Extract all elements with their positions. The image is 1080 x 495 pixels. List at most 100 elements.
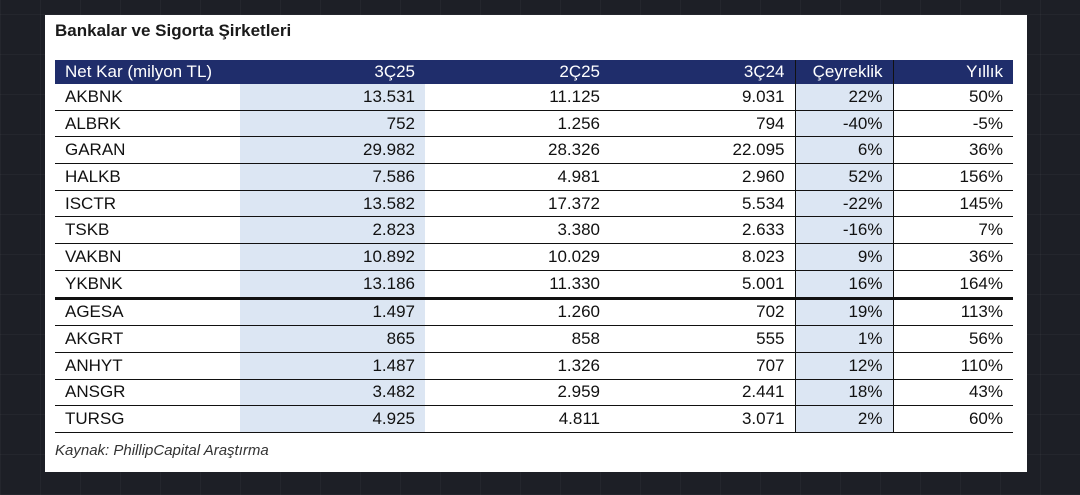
table-row: ALBRK 752 1.256 794 -40% -5% — [55, 110, 1013, 138]
value-cell: 56% — [893, 325, 1013, 353]
table-row: VAKBN 10.892 10.029 8.023 9% 36% — [55, 243, 1013, 271]
ticker-cell: AGESA — [55, 298, 240, 327]
value-cell: 60% — [893, 405, 1013, 433]
value-cell: 18% — [794, 379, 894, 407]
value-cell: 707 — [610, 352, 795, 380]
value-cell: 4.811 — [425, 405, 610, 433]
header-cell: Çeyreklik — [794, 60, 894, 84]
value-cell: 3.380 — [425, 216, 610, 245]
ticker-cell: AKGRT — [55, 325, 240, 353]
header-cell: 3Ç24 — [610, 60, 795, 84]
value-cell: 113% — [893, 298, 1013, 327]
value-cell: -22% — [794, 190, 894, 218]
value-cell: -16% — [794, 216, 894, 245]
value-cell: 865 — [240, 325, 425, 353]
table-row: YKBNK 13.186 11.330 5.001 16% 164% — [55, 270, 1013, 300]
value-cell: 7.586 — [240, 163, 425, 191]
ticker-cell: ANSGR — [55, 379, 240, 407]
value-cell: 28.326 — [425, 136, 610, 165]
value-cell: 1.497 — [240, 298, 425, 327]
value-cell: 156% — [893, 163, 1013, 191]
header-cell: 2Ç25 — [425, 60, 610, 84]
value-cell: 13.186 — [240, 270, 425, 300]
value-cell: 2.960 — [610, 163, 795, 191]
value-cell: 10.892 — [240, 243, 425, 271]
value-cell: 6% — [794, 136, 894, 165]
table-row: ISCTR 13.582 17.372 5.534 -22% 145% — [55, 190, 1013, 218]
value-cell: 50% — [893, 84, 1013, 111]
ticker-cell: GARAN — [55, 136, 240, 165]
value-cell: 7% — [893, 216, 1013, 245]
header-row: Net Kar (milyon TL) 3Ç25 2Ç25 3Ç24 Çeyreklik… — [55, 60, 1013, 84]
data-table: Net Kar (milyon TL) 3Ç25 2Ç25 3Ç24 Çeyreklik… — [55, 60, 1013, 433]
value-cell: 1.260 — [425, 298, 610, 327]
value-cell: 858 — [425, 325, 610, 353]
ticker-cell: VAKBN — [55, 243, 240, 271]
ticker-cell: AKBNK — [55, 84, 240, 111]
value-cell: 164% — [893, 270, 1013, 300]
value-cell: 2.959 — [425, 379, 610, 407]
value-cell: 145% — [893, 190, 1013, 218]
value-cell: 3.482 — [240, 379, 425, 407]
value-cell: 11.330 — [425, 270, 610, 300]
ticker-cell: TSKB — [55, 216, 240, 245]
value-cell: 13.582 — [240, 190, 425, 218]
table-row: ANSGR 3.482 2.959 2.441 18% 43% — [55, 379, 1013, 407]
table-row: HALKB 7.586 4.981 2.960 52% 156% — [55, 163, 1013, 191]
table-row: TURSG 4.925 4.811 3.071 2% 60% — [55, 405, 1013, 433]
ticker-cell: YKBNK — [55, 270, 240, 300]
value-cell: 13.531 — [240, 84, 425, 111]
value-cell: 110% — [893, 352, 1013, 380]
header-cell: 3Ç25 — [240, 60, 425, 84]
value-cell: 2.823 — [240, 216, 425, 245]
value-cell: 2% — [794, 405, 894, 433]
value-cell: 702 — [610, 298, 795, 327]
value-cell: 1.487 — [240, 352, 425, 380]
value-cell: 1.256 — [425, 110, 610, 138]
value-cell: 12% — [794, 352, 894, 380]
value-cell: 5.001 — [610, 270, 795, 300]
value-cell: 2.441 — [610, 379, 795, 407]
value-cell: 36% — [893, 136, 1013, 165]
table-title: Bankalar ve Sigorta Şirketleri — [55, 21, 292, 40]
value-cell: 9% — [794, 243, 894, 271]
table-row: TSKB 2.823 3.380 2.633 -16% 7% — [55, 216, 1013, 245]
value-cell: 16% — [794, 270, 894, 300]
table-row: GARAN 29.982 28.326 22.095 6% 36% — [55, 136, 1013, 165]
value-cell: 2.633 — [610, 216, 795, 245]
value-cell: 22% — [794, 84, 894, 111]
table-row: AKGRT 865 858 555 1% 56% — [55, 325, 1013, 353]
value-cell: -5% — [893, 110, 1013, 138]
value-cell: 4.925 — [240, 405, 425, 433]
value-cell: 22.095 — [610, 136, 795, 165]
ticker-cell: TURSG — [55, 405, 240, 433]
value-cell: -40% — [794, 110, 894, 138]
value-cell: 9.031 — [610, 84, 795, 111]
value-cell: 52% — [794, 163, 894, 191]
value-cell: 3.071 — [610, 405, 795, 433]
value-cell: 11.125 — [425, 84, 610, 111]
source-note: Kaynak: PhillipCapital Araştırma — [55, 442, 269, 459]
ticker-cell: ISCTR — [55, 190, 240, 218]
value-cell: 8.023 — [610, 243, 795, 271]
value-cell: 19% — [794, 298, 894, 327]
table-row: AGESA 1.497 1.260 702 19% 113% — [55, 298, 1013, 327]
header-cell: Net Kar (milyon TL) — [55, 60, 240, 84]
value-cell: 1.326 — [425, 352, 610, 380]
header-cell: Yıllık — [893, 60, 1013, 84]
value-cell: 17.372 — [425, 190, 610, 218]
value-cell: 1% — [794, 325, 894, 353]
ticker-cell: HALKB — [55, 163, 240, 191]
value-cell: 10.029 — [425, 243, 610, 271]
value-cell: 4.981 — [425, 163, 610, 191]
ticker-cell: ALBRK — [55, 110, 240, 138]
ticker-cell: ANHYT — [55, 352, 240, 380]
value-cell: 5.534 — [610, 190, 795, 218]
value-cell: 555 — [610, 325, 795, 353]
value-cell: 29.982 — [240, 136, 425, 165]
value-cell: 752 — [240, 110, 425, 138]
table-row: AKBNK 13.531 11.125 9.031 22% 50% — [55, 84, 1013, 111]
table-card: Bankalar ve Sigorta Şirketleri Net Kar (… — [45, 15, 1027, 472]
table-row: ANHYT 1.487 1.326 707 12% 110% — [55, 352, 1013, 380]
value-cell: 36% — [893, 243, 1013, 271]
